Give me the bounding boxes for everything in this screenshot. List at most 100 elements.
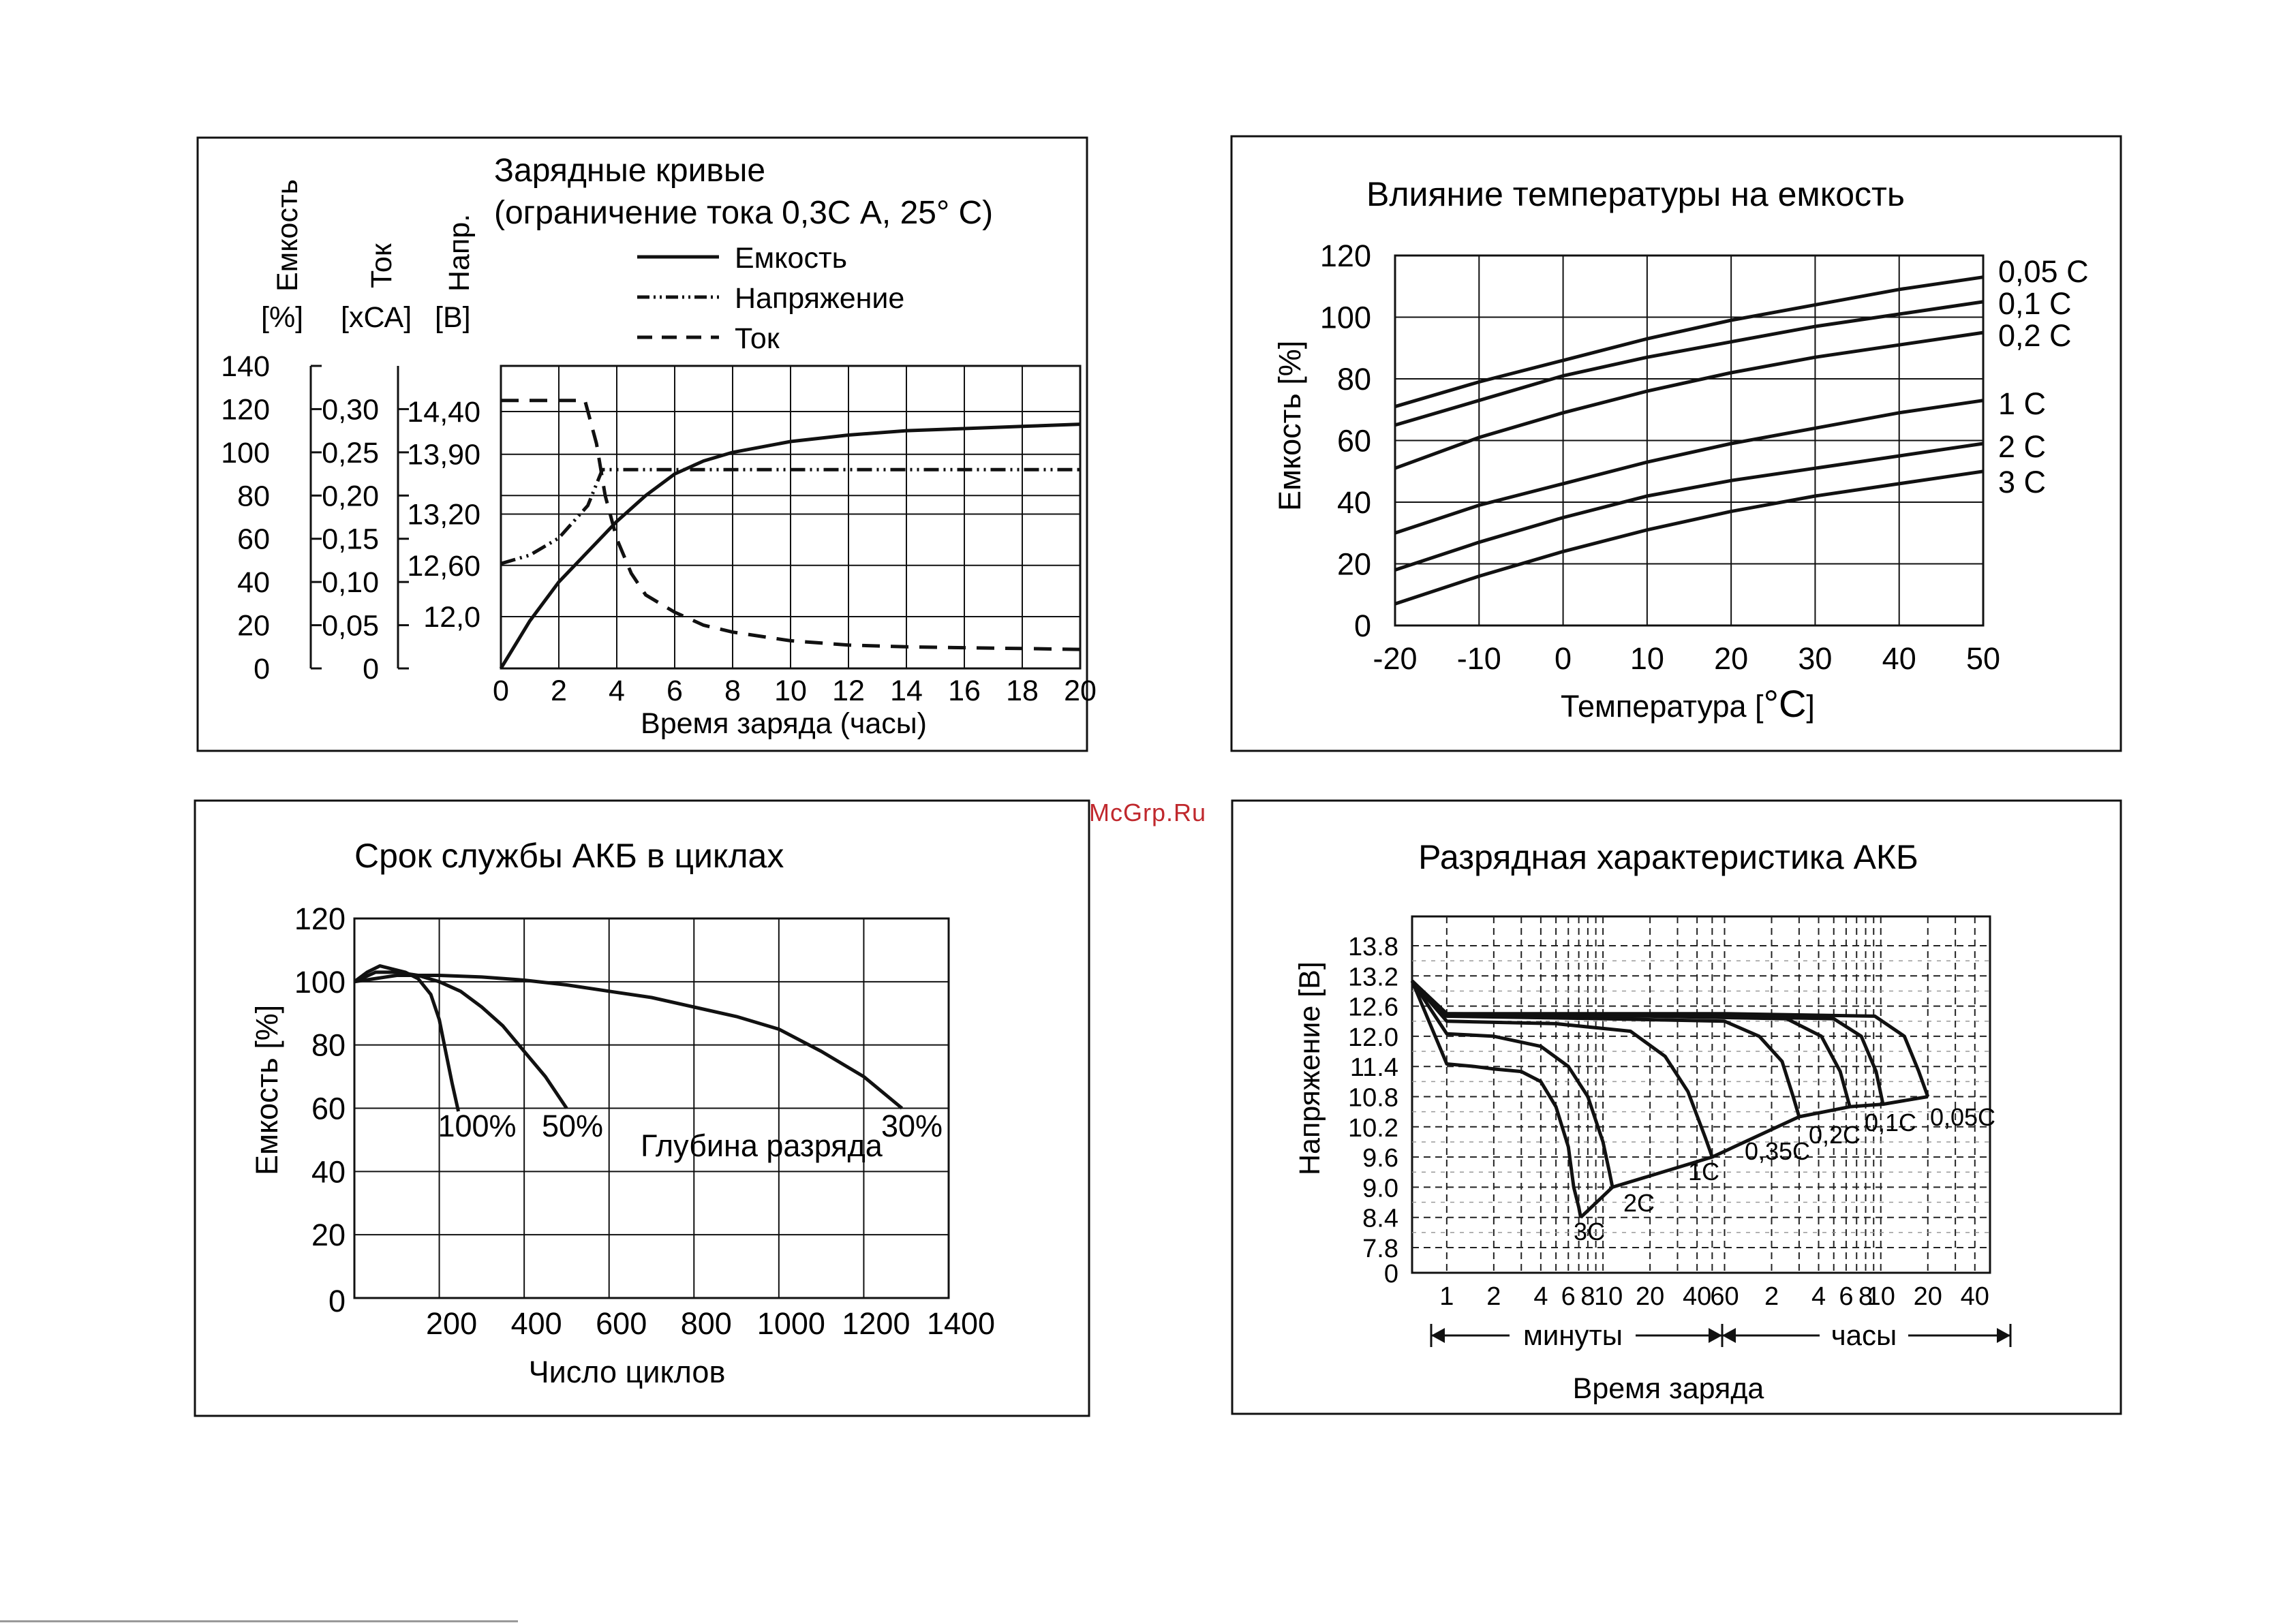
x-tick-label: 8	[1580, 1282, 1595, 1311]
x-tick-label: 0	[1555, 641, 1572, 676]
x-tick-label: 6	[1839, 1282, 1853, 1311]
x-axis-title: Время заряда	[1573, 1372, 1764, 1405]
series-line	[1394, 300, 1984, 427]
capacity-tick-label: 20	[237, 610, 270, 643]
y-tick-label: 13.2	[1348, 963, 1398, 991]
y-tick-label: 20	[311, 1218, 346, 1252]
current-tick-label: 0,25	[322, 437, 379, 469]
voltage-tick-label: 12,60	[407, 550, 480, 583]
series-label: 1 С	[1998, 386, 2046, 421]
x-tick-label: 600	[596, 1306, 647, 1341]
tick-labels: 0 20 40 60 80 100 120 200 400 600 800 1000 1200 1400	[294, 901, 995, 1341]
y-tick-label: 40	[311, 1154, 346, 1189]
cycle-life-chart: Срок службы АКБ в циклах Емкость [%] Чис…	[194, 799, 1090, 1417]
x-tick-label: 1	[1439, 1282, 1454, 1311]
chart-frame	[1230, 135, 2122, 752]
series-lines: 100% 50% 30%	[353, 964, 943, 1143]
y-tick-label: 60	[1337, 424, 1371, 459]
chart-title: Зарядные кривые	[494, 153, 765, 189]
y-tick-label: 0	[328, 1284, 346, 1318]
capacity-tick-label: 0	[254, 653, 270, 685]
y-tick-label: 100	[1320, 300, 1371, 335]
x-tick-label: 4	[1533, 1282, 1548, 1311]
series-line	[354, 974, 904, 1110]
y-tick-label: 13.8	[1348, 933, 1398, 961]
y-tick-label: 80	[1337, 362, 1371, 397]
x-axis-title: Время заряда (часы)	[641, 707, 927, 740]
current-tick-label: 0,15	[322, 523, 379, 556]
x-tick-label: 12	[832, 675, 865, 707]
x-tick-label: 4	[609, 675, 625, 707]
x-tick-label: 0	[493, 675, 509, 707]
x-tick-label: 16	[948, 675, 981, 707]
x-tick-label: 400	[511, 1306, 562, 1341]
x-tick-label: 60	[1710, 1282, 1739, 1311]
capacity-tick-label: 40	[237, 566, 270, 599]
chart-title: Разрядная характеристика АКБ	[1418, 838, 1918, 876]
voltage-axis-unit: [В]	[435, 301, 471, 334]
capacity-tick-label: 80	[237, 480, 270, 512]
x-tick-label: 6	[667, 675, 683, 707]
current-axis-unit: [хСА]	[341, 301, 412, 334]
plot-grid	[500, 365, 1082, 670]
series-label: 0,2 С	[1998, 318, 2072, 353]
series-line-capacity	[499, 422, 1081, 670]
series-label: 0,35С	[1745, 1137, 1810, 1165]
current-tick-label: 0,20	[322, 480, 379, 512]
plot-grid	[1394, 254, 1985, 627]
x-tick-label: 50	[1966, 641, 2000, 676]
series-line	[353, 970, 568, 1109]
series-line	[1394, 330, 1984, 470]
chart-frame	[196, 136, 1088, 752]
x-tick-label: 20	[1064, 675, 1097, 707]
value-axes	[309, 365, 409, 670]
x-tick-label: 40	[1961, 1282, 1989, 1311]
x-tick-label: 40	[1882, 641, 1916, 676]
y-tick-label: 60	[311, 1092, 346, 1126]
y-tick-label: 80	[311, 1028, 346, 1063]
chart-frame	[1231, 799, 2122, 1415]
chart-subtitle: (ограничение тока 0,3С А, 25° С)	[494, 195, 993, 231]
capacity-tick-label: 140	[221, 350, 270, 383]
voltage-tick-label: 13,90	[407, 439, 480, 472]
y-tick-label: 10.2	[1348, 1114, 1398, 1143]
x-tick-label: 8	[724, 675, 741, 707]
x-axis-title: Температура [°C]	[1561, 682, 1815, 725]
y-tick-label: 0	[1354, 608, 1371, 643]
x-tick-label: 10	[1630, 641, 1664, 676]
series-label: 3С	[1574, 1218, 1605, 1246]
x-tick-label: 1400	[927, 1306, 995, 1341]
plot-grid	[353, 917, 950, 1299]
x-tick-label: 18	[1006, 675, 1039, 707]
x-axis-title-close: ]	[1806, 689, 1815, 724]
y-tick-label: 12.6	[1348, 993, 1398, 1022]
x-tick-label: 30	[1798, 641, 1832, 676]
series-line	[1411, 979, 1930, 1098]
y-tick-label: 100	[294, 965, 346, 1000]
x-tick-label: 4	[1811, 1282, 1826, 1311]
current-tick-label: 0,10	[322, 566, 379, 599]
endpoint-curve	[1579, 1095, 1929, 1219]
series-lines: 0,05 С0,1 С0,2 С 1 С 2 С3 С	[1394, 254, 2089, 606]
x-tick-label: 1000	[757, 1306, 825, 1341]
x-tick-label: 2	[1764, 1282, 1779, 1311]
y-axis-title: Емкость [%]	[249, 1005, 284, 1175]
capacity-axis-title: Емкость	[271, 179, 304, 292]
x-tick-label: 1200	[842, 1306, 910, 1341]
x-tick-label: 10	[1594, 1282, 1623, 1311]
legend-current-label: Ток	[735, 322, 780, 355]
series-label: 0,05 С	[1998, 254, 2089, 289]
plot-border	[1411, 915, 1991, 1274]
voltage-axis-title: Напр.	[443, 214, 476, 292]
series-line-voltage	[500, 467, 1080, 566]
current-tick-label: 0,30	[322, 393, 379, 426]
y-axis-title: Напряжение [В]	[1294, 961, 1326, 1175]
depth-of-discharge-annotation: Глубина разряда	[641, 1128, 883, 1163]
series-label: 100%	[438, 1109, 516, 1143]
x-tick-label: 10	[1867, 1282, 1895, 1311]
x-tick-label: -20	[1373, 641, 1417, 676]
y-tick-label: 10.8	[1348, 1084, 1398, 1113]
series-line	[1394, 469, 1984, 606]
tick-labels: 07.88.49.09.610.210.811.412.012.613.213.…	[1348, 933, 1989, 1311]
